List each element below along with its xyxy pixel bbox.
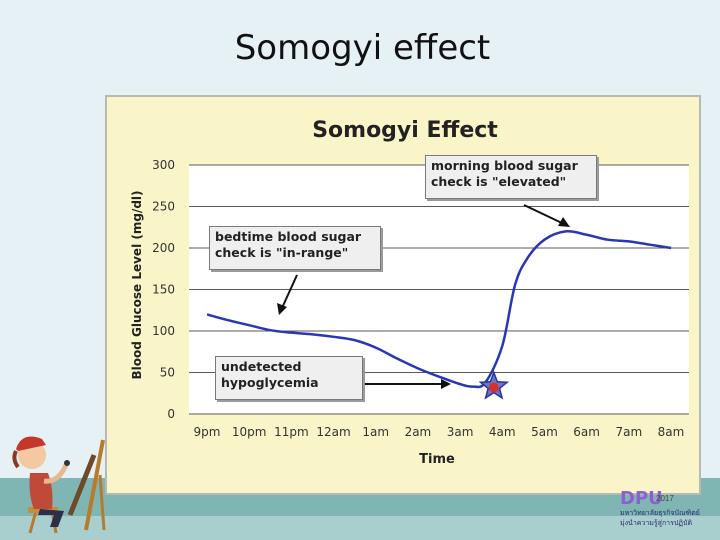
y-tick-label: 200 — [152, 241, 175, 255]
x-tick-label: 4am — [489, 425, 516, 439]
x-tick-label: 11pm — [274, 425, 309, 439]
y-tick-label: 50 — [160, 366, 175, 380]
logo-line1: มหาวิทยาลัยธุรกิจบัณฑิตย์ — [620, 510, 700, 517]
chart-svg: Somogyi Effect 0 50 100 150 200 250 300 9pm 10pm… — [130, 118, 689, 467]
annotation-text: check is "in-range" — [215, 245, 349, 260]
y-axis-title: Blood Glucose Level (mg/dl) — [130, 190, 144, 379]
university-logo: DPU 2017 มหาวิทยาลัยธุรกิจบัณฑิตย์ มุ่งน… — [614, 488, 714, 530]
annotation-hypoglycemia: undetected hypoglycemia — [215, 356, 363, 400]
logo-mark: DPU — [620, 488, 663, 509]
x-axis-title: Time — [419, 452, 455, 467]
x-tick-label: 9pm — [194, 425, 221, 439]
annotation-text: undetected — [221, 359, 302, 374]
y-tick-label: 150 — [152, 283, 175, 297]
x-tick-label: 5am — [531, 425, 558, 439]
x-tick-label: 2am — [405, 425, 432, 439]
annotation-morning: morning blood sugar check is "elevated" — [425, 155, 597, 199]
y-tick-label: 250 — [152, 200, 175, 214]
annotation-text: bedtime blood sugar — [215, 229, 362, 244]
star-marker-center — [488, 382, 499, 393]
chart-title: Somogyi Effect — [312, 118, 498, 143]
x-tick-label: 10pm — [232, 425, 267, 439]
artist-hat — [16, 436, 46, 451]
y-tick-label: 0 — [167, 407, 175, 421]
y-tick-label: 100 — [152, 324, 175, 338]
arrow-morning — [523, 204, 565, 225]
artist-shirt — [29, 473, 53, 509]
slide-title: Somogyi effect — [234, 28, 491, 68]
y-tick-label: 300 — [152, 158, 175, 172]
annotation-arrows — [277, 204, 570, 389]
arrow-bedtime — [281, 274, 298, 309]
x-tick-label: 6am — [573, 425, 600, 439]
x-tick-label: 1am — [362, 425, 389, 439]
x-tick-label: 3am — [447, 425, 474, 439]
artist-illustration — [12, 436, 106, 534]
arrowhead-morning — [558, 217, 570, 227]
artist-hair — [12, 450, 20, 469]
arrowhead-hypoglycemia — [441, 379, 451, 389]
canvas-board — [67, 454, 97, 516]
annotation-text: check is "elevated" — [431, 174, 567, 189]
easel-leg — [98, 474, 106, 531]
plot-area: 0 50 100 150 200 250 300 9pm 10pm 11pm 12am 1am 2am 3… — [152, 158, 689, 439]
series-line — [206, 229, 672, 389]
brush — [64, 460, 70, 466]
annotation-text: morning blood sugar — [431, 158, 578, 173]
x-tick-label: 12am — [316, 425, 350, 439]
chart-image: Somogyi Effect 0 50 100 150 200 250 300 9pm 10pm… — [105, 95, 701, 495]
x-tick-label: 8am — [658, 425, 685, 439]
arrowhead-bedtime — [277, 303, 287, 315]
chair-leg — [28, 510, 38, 534]
artist-arm — [43, 463, 69, 484]
decorative-band-lower — [0, 516, 720, 540]
x-tick-label: 7am — [615, 425, 642, 439]
easel-leg — [84, 439, 105, 531]
logo-year: 2017 — [656, 494, 674, 503]
artist-legs — [38, 509, 64, 527]
annotation-bedtime: bedtime blood sugar check is "in-range" — [209, 226, 381, 270]
logo-line2: มุ่งนำความรู้สู่การปฏิบัติ — [620, 520, 692, 527]
annotation-text: hypoglycemia — [221, 375, 319, 390]
